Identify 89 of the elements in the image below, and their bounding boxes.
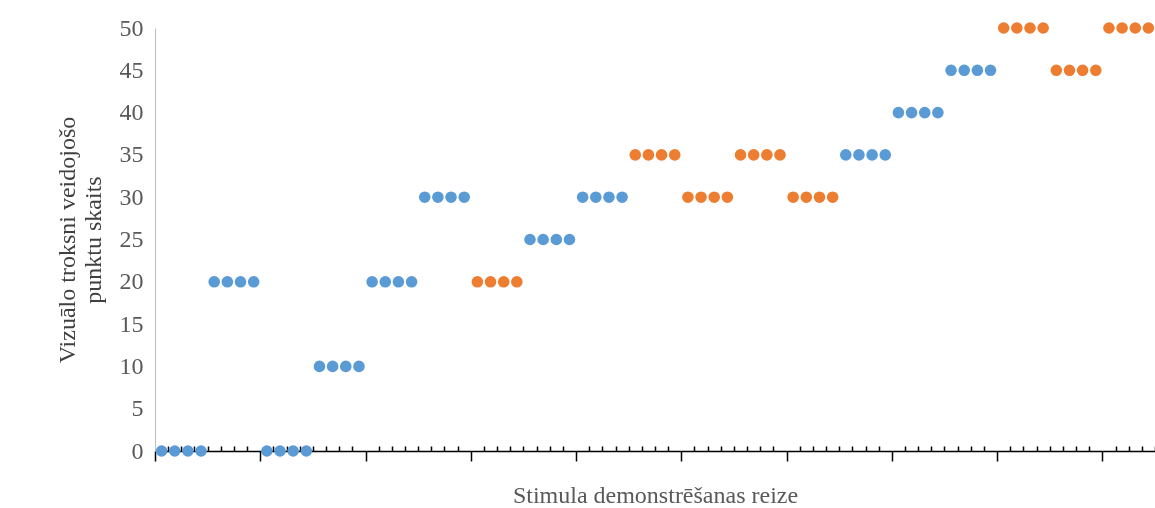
point: [1076, 64, 1089, 77]
point: [708, 191, 721, 203]
point: [392, 276, 405, 288]
y-tick-label: 50: [119, 14, 144, 41]
point: [892, 106, 905, 119]
point: [839, 149, 852, 161]
point: [997, 22, 1010, 34]
point: [287, 445, 299, 457]
point: [155, 445, 168, 457]
point: [261, 445, 273, 457]
y-tick-label: 25: [119, 226, 144, 252]
point: [1129, 22, 1142, 34]
point: [853, 149, 865, 161]
point: [971, 64, 984, 77]
y-tick-label: 20: [119, 268, 144, 295]
point: [958, 64, 971, 77]
point: [642, 149, 655, 161]
point: [879, 149, 892, 161]
point: [524, 233, 536, 246]
point: [339, 360, 352, 373]
point: [866, 149, 878, 161]
point: [813, 191, 826, 203]
point: [182, 445, 194, 457]
y-tick-label: 0: [131, 437, 144, 464]
point: [918, 106, 931, 119]
point: [932, 106, 944, 119]
point: [537, 233, 549, 246]
point: [405, 276, 418, 288]
point: [484, 276, 497, 288]
point: [576, 191, 589, 203]
point: [1011, 22, 1023, 34]
point: [1116, 22, 1128, 34]
point: [616, 191, 628, 203]
point: [247, 276, 260, 288]
point: [905, 106, 918, 119]
point: [274, 445, 286, 457]
point: [1103, 22, 1115, 34]
point: [458, 191, 471, 203]
point: [418, 191, 431, 203]
y-tick-label: 40: [119, 99, 144, 126]
y-tick-label: 5: [131, 395, 144, 422]
point: [563, 233, 576, 246]
point: [629, 149, 642, 161]
point: [168, 445, 181, 457]
point: [589, 191, 602, 203]
point: [445, 191, 457, 203]
point: [353, 360, 365, 373]
point: [471, 276, 484, 288]
point: [497, 276, 510, 288]
point: [668, 149, 681, 161]
point: [721, 191, 734, 203]
point: [195, 445, 207, 457]
point: [695, 191, 707, 203]
point: [655, 149, 668, 161]
point: [787, 191, 799, 203]
point: [313, 360, 326, 373]
point: [221, 276, 234, 288]
point: [432, 191, 444, 203]
point: [761, 149, 773, 161]
point: [234, 276, 247, 288]
x-axis-title: Stimula demonstrēšanas reize: [512, 482, 799, 508]
point: [734, 149, 747, 161]
point: [1063, 64, 1076, 77]
y-tick-label: 35: [119, 141, 144, 168]
point: [366, 276, 378, 288]
point: [1050, 64, 1063, 77]
point: [511, 276, 523, 288]
y-tick-label: 45: [119, 56, 144, 83]
point: [682, 191, 694, 203]
y-axis-title: Vizuālo troksni veidojošo punktu skaits: [53, 116, 106, 364]
point: [747, 149, 760, 161]
point: [774, 149, 786, 161]
point: [1024, 22, 1036, 34]
point: [1037, 22, 1049, 34]
point: [1142, 22, 1155, 34]
point: [1089, 64, 1102, 77]
point: [603, 191, 615, 203]
point: [379, 276, 392, 288]
point: [208, 276, 221, 288]
point: [550, 233, 563, 246]
point: [945, 64, 957, 77]
y-tick-label: 10: [119, 352, 144, 379]
point: [826, 191, 839, 203]
point: [800, 191, 813, 203]
point: [300, 445, 313, 457]
point: [326, 360, 339, 373]
point: [984, 64, 997, 77]
y-tick-label: 30: [119, 183, 144, 210]
y-tick-label: 15: [119, 310, 144, 337]
